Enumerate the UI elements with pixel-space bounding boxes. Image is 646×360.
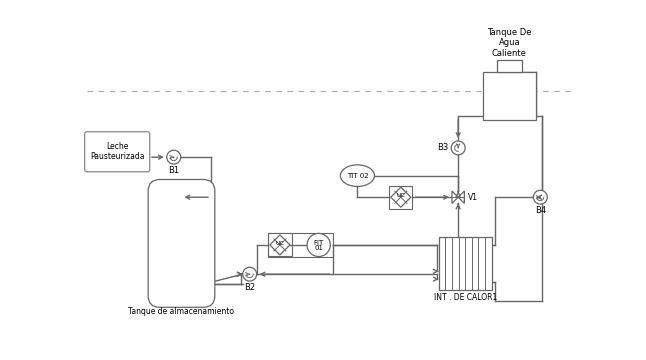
FancyBboxPatch shape (85, 132, 150, 172)
Polygon shape (458, 191, 464, 203)
Text: UC: UC (275, 241, 284, 246)
Text: B1: B1 (168, 166, 180, 175)
Bar (268, 233, 291, 256)
Circle shape (243, 267, 256, 281)
Polygon shape (452, 191, 458, 203)
Text: B2: B2 (244, 283, 255, 292)
Bar (268, 233, 333, 257)
Text: Leche
Pausteurizada: Leche Pausteurizada (90, 142, 145, 162)
Bar (483, 72, 536, 120)
Text: INT . DE CALOR1: INT . DE CALOR1 (433, 293, 497, 302)
Text: UC: UC (397, 193, 405, 198)
Text: FIT: FIT (313, 240, 324, 246)
Text: B3: B3 (437, 143, 449, 152)
Circle shape (451, 141, 465, 155)
Text: Tanque de almacenamiento: Tanque de almacenamiento (129, 307, 234, 315)
Text: TIT 02: TIT 02 (347, 173, 368, 179)
Bar (389, 186, 412, 209)
Bar (439, 237, 492, 289)
Bar (497, 60, 522, 72)
Polygon shape (391, 187, 411, 207)
Ellipse shape (340, 165, 375, 186)
FancyBboxPatch shape (148, 180, 215, 307)
Text: Tanque De
Agua
Caliente: Tanque De Agua Caliente (487, 28, 532, 58)
Circle shape (167, 150, 181, 164)
Text: V1: V1 (468, 193, 477, 202)
Text: 01: 01 (314, 245, 323, 251)
Text: B4: B4 (535, 206, 546, 215)
Circle shape (307, 233, 330, 256)
Circle shape (534, 190, 547, 204)
Polygon shape (270, 235, 290, 255)
